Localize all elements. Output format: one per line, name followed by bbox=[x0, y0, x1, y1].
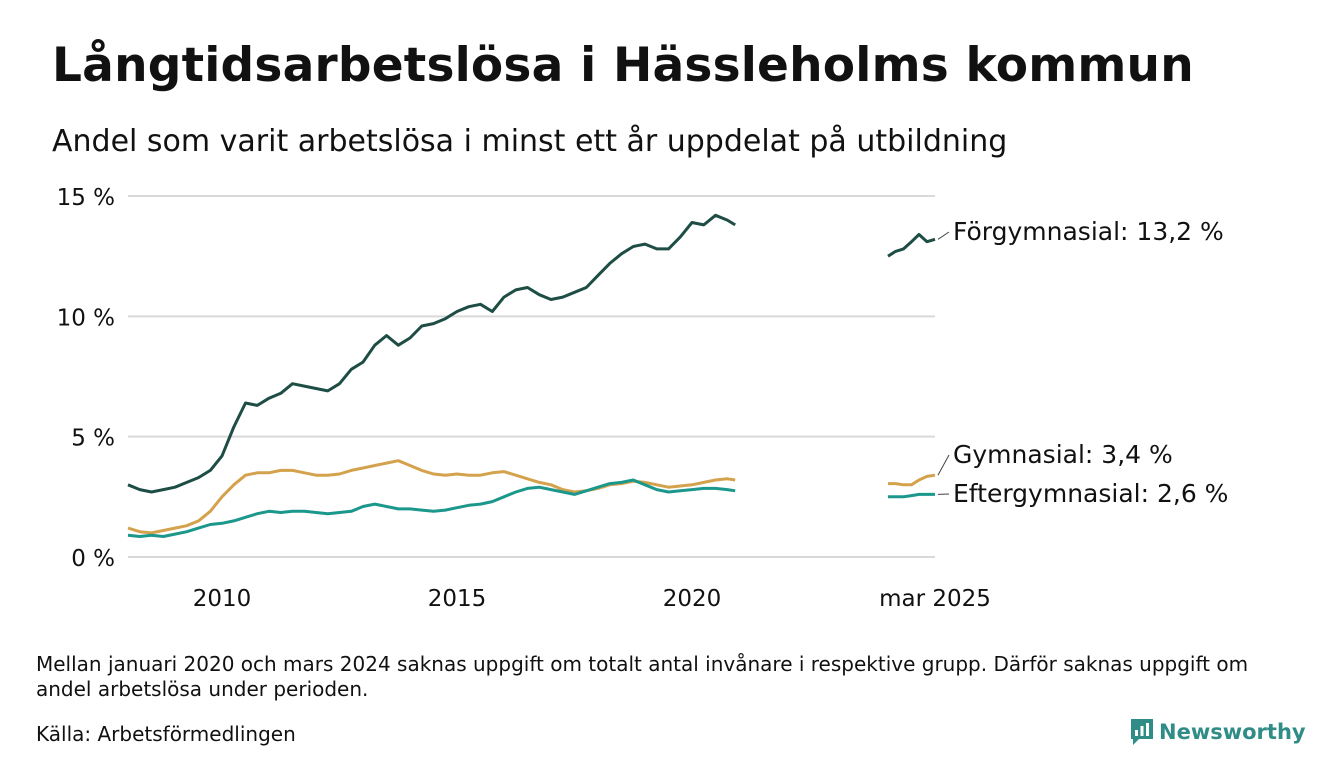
x-tick-label: mar 2025 bbox=[879, 586, 991, 612]
x-tick-label: 2015 bbox=[428, 586, 487, 612]
brand-name: Newsworthy bbox=[1159, 720, 1306, 744]
line-chart: 0 % 5 % 10 % 15 % 2010 2015 2020 mar 2025 Förg… bbox=[57, 185, 1229, 612]
x-axis: 2010 2015 2020 mar 2025 bbox=[193, 586, 991, 612]
y-tick-label: 5 % bbox=[71, 426, 115, 452]
footnote: Mellan januari 2020 och mars 2024 saknas… bbox=[36, 652, 1249, 701]
series-lines bbox=[127, 213, 936, 538]
series-line-forgymnasial bbox=[127, 213, 736, 494]
source-text: Källa: Arbetsförmedlingen bbox=[36, 722, 296, 746]
y-axis: 0 % 5 % 10 % 15 % bbox=[57, 185, 115, 572]
series-end-labels: Förgymnasial: 13,2 % Gymnasial: 3,4 % Efte… bbox=[937, 217, 1228, 508]
series-end-label-gymnasial: Gymnasial: 3,4 % bbox=[953, 440, 1173, 469]
y-tick-label: 0 % bbox=[71, 546, 115, 572]
bar-chart-icon bbox=[1131, 719, 1153, 745]
series-end-label-forgymnasial: Förgymnasial: 13,2 % bbox=[953, 217, 1224, 246]
chart-title: Långtidsarbetslösa i Hässleholms kommun bbox=[52, 38, 1194, 93]
series-line-gymnasial bbox=[888, 473, 936, 487]
label-leader-line bbox=[937, 454, 950, 476]
series-line-eftergymnasial bbox=[888, 492, 935, 499]
x-tick-label: 2020 bbox=[663, 586, 722, 612]
grid-lines bbox=[128, 195, 935, 558]
series-line-eftergymnasial bbox=[127, 478, 736, 538]
y-tick-label: 15 % bbox=[57, 185, 115, 211]
series-line-gymnasial bbox=[127, 459, 736, 535]
x-tick-label: 2010 bbox=[193, 586, 252, 612]
chart-subtitle: Andel som varit arbetslösa i minst ett å… bbox=[52, 124, 1008, 159]
y-tick-label: 10 % bbox=[57, 305, 115, 331]
series-line-forgymnasial bbox=[887, 233, 936, 258]
series-end-label-eftergymnasial: Eftergymnasial: 2,6 % bbox=[953, 479, 1228, 508]
label-leader-line bbox=[937, 231, 950, 240]
newsworthy-logo[interactable]: Newsworthy bbox=[1129, 717, 1306, 747]
